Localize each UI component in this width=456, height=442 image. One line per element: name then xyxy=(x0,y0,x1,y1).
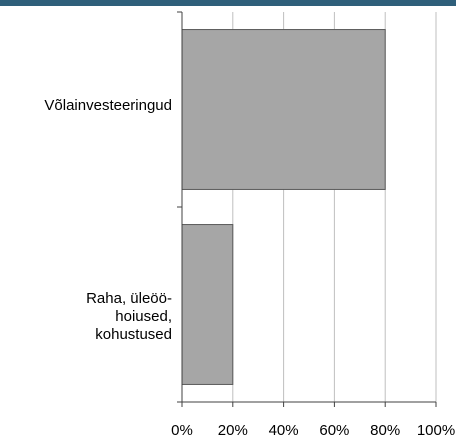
category-label-volainvesteeringud: Võlainvesteeringud xyxy=(12,97,172,115)
x-tick-label: 100% xyxy=(417,422,455,439)
x-tick-label: 40% xyxy=(269,422,299,439)
x-tick-label: 20% xyxy=(218,422,248,439)
category-label-line: Võlainvesteeringud xyxy=(44,96,172,114)
x-tick-label: 0% xyxy=(171,422,193,439)
bar xyxy=(181,29,386,190)
category-label-line: kohustused xyxy=(95,325,172,343)
x-tick-label: 80% xyxy=(370,422,400,439)
category-label-line: hoiused, xyxy=(115,307,172,325)
category-label-line: Raha, üleöö- xyxy=(86,289,172,307)
category-label-raha: Raha, üleöö- hoiused, kohustused xyxy=(12,290,172,344)
bar xyxy=(181,224,234,385)
top-banner xyxy=(0,0,456,6)
x-tick-label: 60% xyxy=(319,422,349,439)
